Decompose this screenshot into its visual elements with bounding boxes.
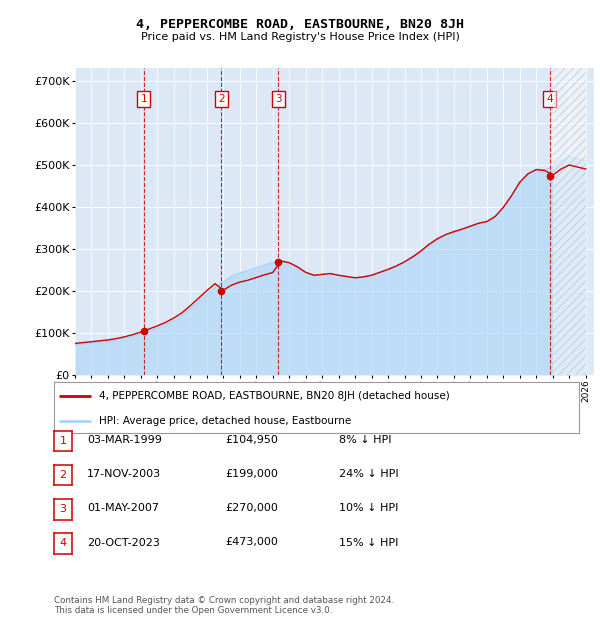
Text: 03-MAR-1999: 03-MAR-1999: [87, 435, 162, 445]
Text: 10% ↓ HPI: 10% ↓ HPI: [339, 503, 398, 513]
Text: 8% ↓ HPI: 8% ↓ HPI: [339, 435, 391, 445]
Text: 24% ↓ HPI: 24% ↓ HPI: [339, 469, 398, 479]
Text: 2: 2: [59, 470, 67, 480]
Text: Contains HM Land Registry data © Crown copyright and database right 2024.
This d: Contains HM Land Registry data © Crown c…: [54, 596, 394, 615]
Text: HPI: Average price, detached house, Eastbourne: HPI: Average price, detached house, East…: [98, 416, 351, 426]
Text: 1: 1: [140, 94, 147, 104]
Text: 2: 2: [218, 94, 224, 104]
Text: Price paid vs. HM Land Registry's House Price Index (HPI): Price paid vs. HM Land Registry's House …: [140, 32, 460, 42]
Text: 20-OCT-2023: 20-OCT-2023: [87, 538, 160, 547]
Text: 4, PEPPERCOMBE ROAD, EASTBOURNE, BN20 8JH (detached house): 4, PEPPERCOMBE ROAD, EASTBOURNE, BN20 8J…: [98, 391, 449, 401]
Text: 4, PEPPERCOMBE ROAD, EASTBOURNE, BN20 8JH: 4, PEPPERCOMBE ROAD, EASTBOURNE, BN20 8J…: [136, 19, 464, 31]
Text: 4: 4: [546, 94, 553, 104]
Text: 3: 3: [275, 94, 281, 104]
Text: 4: 4: [59, 538, 67, 549]
Text: £104,950: £104,950: [225, 435, 278, 445]
Text: 3: 3: [59, 504, 67, 515]
Text: 17-NOV-2003: 17-NOV-2003: [87, 469, 161, 479]
Text: £199,000: £199,000: [225, 469, 278, 479]
Text: £473,000: £473,000: [225, 538, 278, 547]
Text: 15% ↓ HPI: 15% ↓ HPI: [339, 538, 398, 547]
Text: 01-MAY-2007: 01-MAY-2007: [87, 503, 159, 513]
Text: 1: 1: [59, 436, 67, 446]
Text: £270,000: £270,000: [225, 503, 278, 513]
